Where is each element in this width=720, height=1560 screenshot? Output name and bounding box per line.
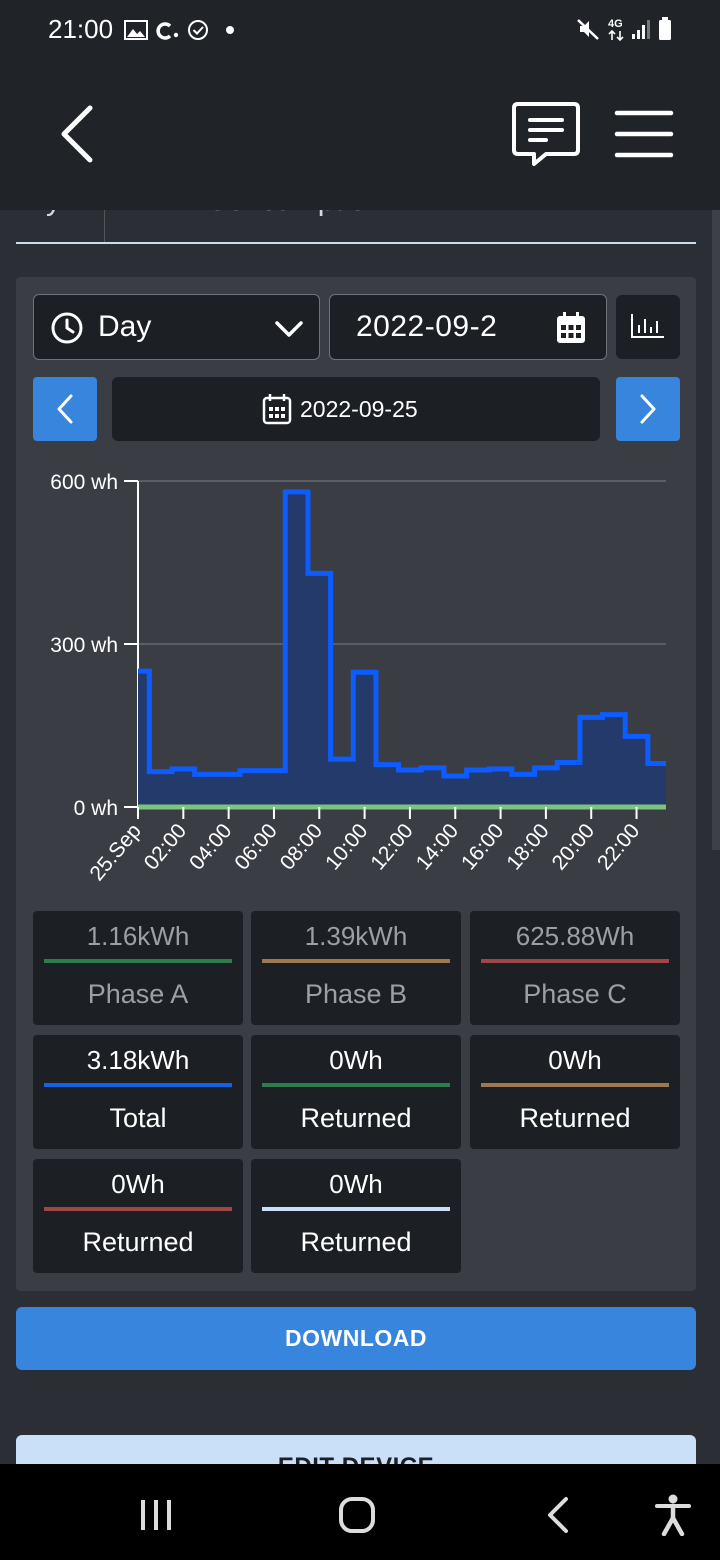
4g-icon: 4G xyxy=(608,18,624,42)
stat-value: 3.18kWh xyxy=(86,1045,190,1075)
x-tick-label: 08:00 xyxy=(276,819,327,874)
stat-color-bar xyxy=(44,959,232,963)
clock-icon xyxy=(51,312,83,344)
gallery-icon xyxy=(124,20,148,40)
bar-chart-icon xyxy=(631,314,664,338)
stat-label: Returned xyxy=(300,1227,412,1257)
chevron-down-icon xyxy=(275,321,303,337)
stat-label: Returned xyxy=(300,1103,412,1133)
download-button[interactable]: DOWNLOAD xyxy=(16,1307,696,1370)
chart-type-button[interactable] xyxy=(616,295,680,359)
stat-color-bar xyxy=(262,959,450,963)
stat-value: 0Wh xyxy=(329,1045,383,1075)
battery-icon xyxy=(659,17,671,40)
stat-label: Returned xyxy=(519,1103,631,1133)
x-tick-label: 02:00 xyxy=(140,819,191,874)
calendar-icon[interactable] xyxy=(556,312,586,344)
c-app-icon xyxy=(156,22,179,40)
home-icon[interactable] xyxy=(338,1496,376,1534)
x-tick-label: 04:00 xyxy=(185,819,236,874)
y-tick-label: 0 wh xyxy=(74,797,118,820)
stat-tile: 1.16kWh Phase A xyxy=(33,911,243,1025)
current-date-text: 2022-09-25 xyxy=(300,396,418,422)
stat-color-bar xyxy=(481,959,669,963)
stat-label: Phase A xyxy=(87,979,189,1009)
stat-color-bar xyxy=(44,1083,232,1087)
x-tick-label: 18:00 xyxy=(502,819,553,874)
stat-tile: 0Wh Returned xyxy=(251,1159,461,1273)
chat-icon[interactable] xyxy=(512,100,580,168)
previous-day-button[interactable] xyxy=(33,377,97,441)
y-tick-label: 600 wh xyxy=(50,471,118,494)
hamburger-menu-icon[interactable] xyxy=(614,108,674,160)
status-time: 21:00 xyxy=(48,14,114,44)
stat-value: 0Wh xyxy=(111,1169,165,1199)
stat-color-bar xyxy=(44,1207,232,1211)
period-select-value: Day xyxy=(98,310,152,343)
period-select[interactable]: Day xyxy=(33,294,320,360)
mute-icon xyxy=(577,19,599,40)
notification-dot-icon xyxy=(226,26,234,34)
x-tick-label: 06:00 xyxy=(230,819,281,874)
stat-color-bar xyxy=(262,1207,450,1211)
tab-divider xyxy=(104,188,105,242)
stat-label: Returned xyxy=(82,1227,194,1257)
x-tick-label: 14:00 xyxy=(412,819,463,874)
y-tick-label: 300 wh xyxy=(50,634,118,657)
x-tick-label: 25.Sep xyxy=(85,819,145,885)
status-bar: 21:00 4G xyxy=(0,0,720,58)
stat-value: 1.39kWh xyxy=(304,921,408,951)
stat-tile: 0Wh Returned xyxy=(251,1035,461,1149)
recent-apps-icon[interactable] xyxy=(138,1498,174,1532)
stat-color-bar xyxy=(262,1083,450,1087)
stat-tile: 0Wh Returned xyxy=(33,1159,243,1273)
stat-tile: 3.18kWh Total xyxy=(33,1035,243,1149)
series-line xyxy=(138,489,666,779)
date-input[interactable]: 2022-09-2 xyxy=(329,294,607,360)
check-circle-icon xyxy=(188,20,208,40)
stat-label: Phase C xyxy=(523,979,627,1009)
stat-tile: 1.39kWh Phase B xyxy=(251,911,461,1025)
stat-color-bar xyxy=(481,1083,669,1087)
stat-value: 0Wh xyxy=(329,1169,383,1199)
current-date-display[interactable]: 2022-09-25 xyxy=(112,377,600,441)
stat-label: Total xyxy=(109,1103,167,1133)
x-tick-label: 22:00 xyxy=(593,819,644,874)
stat-value: 1.16kWh xyxy=(86,921,190,951)
consumption-chart: 600 wh 300 wh 0 wh25.Sep02:0004:0006:0008:… xyxy=(50,471,666,885)
series-area xyxy=(138,491,666,807)
app-header xyxy=(0,58,720,210)
back-nav-icon[interactable] xyxy=(545,1496,571,1534)
date-input-value: 2022-09-2 xyxy=(356,310,498,343)
chevron-right-icon xyxy=(640,394,656,424)
stat-value: 625.88Wh xyxy=(515,921,635,951)
back-arrow-icon[interactable] xyxy=(56,104,96,164)
x-tick-label: 12:00 xyxy=(366,819,417,874)
system-navigation-bar xyxy=(0,1464,720,1560)
x-tick-label: 10:00 xyxy=(321,819,372,874)
signal-icon xyxy=(632,20,650,39)
network-type-text: 4G xyxy=(608,18,623,30)
x-tick-label: 20:00 xyxy=(548,819,599,874)
x-tick-label: 16:00 xyxy=(457,819,508,874)
stat-value: 0Wh xyxy=(548,1045,602,1075)
scrollbar[interactable] xyxy=(712,210,720,850)
chevron-left-icon xyxy=(57,394,73,424)
stat-tile: 625.88Wh Phase C xyxy=(470,911,680,1025)
stat-label: Phase B xyxy=(304,979,408,1009)
accessibility-icon[interactable] xyxy=(654,1494,692,1536)
calendar-icon xyxy=(262,394,292,425)
stat-tile: 0Wh Returned xyxy=(470,1035,680,1149)
next-day-button[interactable] xyxy=(616,377,680,441)
